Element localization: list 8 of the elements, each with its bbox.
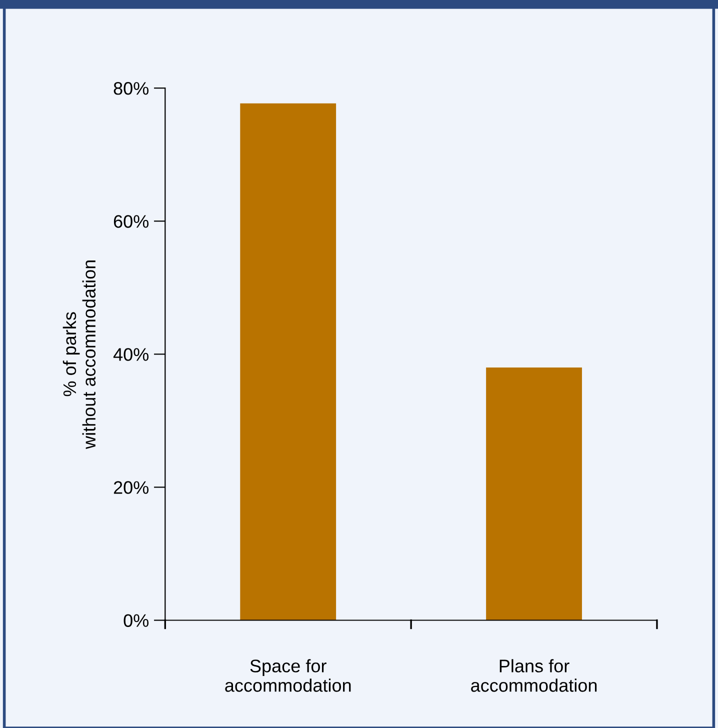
y-tick-label: 60% [114,215,149,228]
y-axis-title: % of parks without accommodation [62,260,96,450]
y-tick-label: 80% [114,82,149,95]
y-tick-label: 40% [113,348,149,361]
x-tick-label: Space for accommodation [225,659,351,692]
x-tick-label: Plans for accommodation [471,659,597,692]
y-tick-label: 20% [114,481,149,494]
y-tick-label: 0% [124,614,149,627]
